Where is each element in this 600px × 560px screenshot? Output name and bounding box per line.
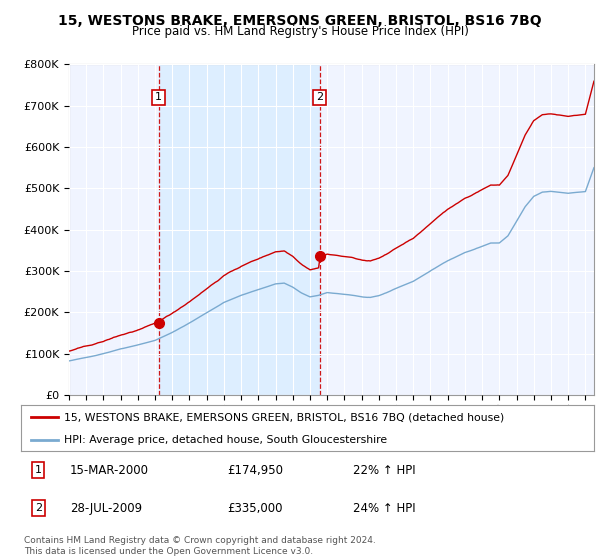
Text: 15, WESTONS BRAKE, EMERSONS GREEN, BRISTOL, BS16 7BQ: 15, WESTONS BRAKE, EMERSONS GREEN, BRIST… [58, 14, 542, 28]
Text: Price paid vs. HM Land Registry's House Price Index (HPI): Price paid vs. HM Land Registry's House … [131, 25, 469, 38]
Text: 22% ↑ HPI: 22% ↑ HPI [353, 464, 416, 477]
Text: Contains HM Land Registry data © Crown copyright and database right 2024.
This d: Contains HM Land Registry data © Crown c… [24, 536, 376, 556]
Text: 28-JUL-2009: 28-JUL-2009 [70, 502, 142, 515]
Text: £174,950: £174,950 [227, 464, 283, 477]
Text: 1: 1 [35, 465, 41, 475]
Text: 24% ↑ HPI: 24% ↑ HPI [353, 502, 416, 515]
Text: 15, WESTONS BRAKE, EMERSONS GREEN, BRISTOL, BS16 7BQ (detached house): 15, WESTONS BRAKE, EMERSONS GREEN, BRIST… [64, 412, 504, 422]
Text: 2: 2 [35, 503, 42, 513]
Text: £335,000: £335,000 [227, 502, 283, 515]
Text: 1: 1 [155, 92, 162, 102]
Text: HPI: Average price, detached house, South Gloucestershire: HPI: Average price, detached house, Sout… [64, 435, 387, 445]
Bar [158, 64, 320, 395]
Text: 15-MAR-2000: 15-MAR-2000 [70, 464, 149, 477]
Text: 2: 2 [316, 92, 323, 102]
